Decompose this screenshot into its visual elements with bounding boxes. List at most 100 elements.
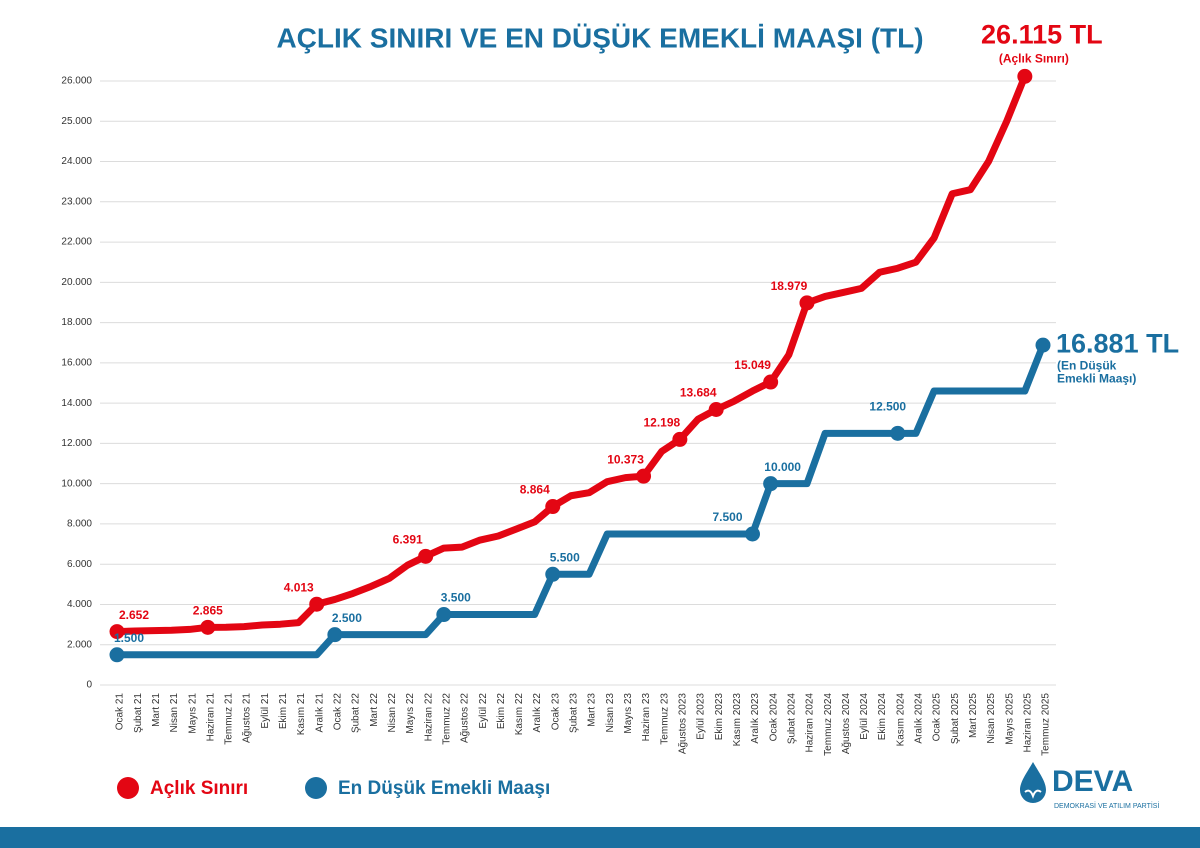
logo-subtitle: DEMOKRASİ VE ATILIM PARTİSİ (1054, 801, 1159, 810)
x-tick-label: Mayıs 21 (187, 693, 198, 734)
x-tick-label: Temmuz 2024 (823, 693, 834, 756)
x-tick-label: Eylül 2024 (859, 693, 870, 740)
y-tick-label: 20.000 (61, 277, 92, 288)
x-tick-label: Ekim 2023 (714, 693, 725, 741)
x-tick-label: Kasım 21 (296, 693, 307, 736)
legend-label: Açlık Sınırı (150, 778, 248, 799)
x-tick-label: Aralık 2024 (914, 693, 925, 744)
y-tick-label: 8.000 (67, 519, 92, 530)
annotation: (Açlık Sınırı) (999, 52, 1069, 66)
value-label: 2.500 (332, 611, 362, 625)
value-label: 15.049 (734, 358, 771, 372)
x-tick-label: Eylül 2023 (696, 693, 707, 740)
x-tick-label: Temmuz 23 (659, 693, 670, 745)
logo-leaf (1024, 789, 1042, 799)
value-label: 3.500 (441, 591, 471, 605)
value-label: 12.198 (644, 416, 681, 430)
x-tick-label: Mayıs 23 (623, 693, 634, 734)
x-tick-label: Haziran 23 (641, 693, 652, 742)
x-tick-label: Kasım 22 (514, 693, 525, 736)
plot: 0 2.000 4.000 6.000 8.000 10.000 12.000 14.000 1… (61, 19, 1179, 799)
x-tick-label: Ekim 2024 (877, 693, 888, 741)
legend-label: En Düşük Emekli Maaşı (338, 778, 550, 799)
x-tick-label: Şubat 22 (351, 693, 362, 733)
x-tick-label: Ocak 21 (115, 693, 126, 731)
data-point (109, 624, 125, 640)
x-tick-label: Eylül 21 (260, 693, 271, 729)
x-tick-label: Aralık 2023 (750, 693, 761, 744)
x-tick-label: Ocak 2025 (932, 693, 943, 742)
x-tick-label: Şubat 2025 (950, 693, 961, 745)
y-tick-label: 12.000 (61, 438, 92, 449)
x-tick-label: Mart 21 (151, 693, 162, 727)
value-label: 12.500 (869, 400, 906, 414)
logo-drop (1020, 762, 1046, 803)
value-label-main: 26.115 TL (981, 19, 1103, 49)
x-tick-label: Eylül 22 (478, 693, 489, 729)
y-tick-label: 25.000 (61, 116, 92, 127)
x-tick-label: Haziran 2025 (1022, 693, 1033, 753)
value-label: 18.979 (771, 279, 808, 293)
data-point (1017, 68, 1033, 84)
annotation: Emekli Maaşı) (1057, 371, 1136, 385)
data-point (545, 499, 561, 515)
data-point (744, 526, 760, 542)
x-tick-label: Nisan 2025 (986, 693, 997, 744)
legend-marker (305, 777, 327, 799)
x-tick-label: Şubat 2024 (786, 693, 797, 745)
value-label-main: 16.881 TL (1056, 328, 1179, 358)
data-point (418, 548, 434, 564)
y-tick-label: 6.000 (67, 559, 92, 570)
value-label: 1.500 (114, 631, 144, 645)
data-point (109, 647, 125, 663)
data-point (1035, 337, 1051, 353)
x-tick-label: Ağustos 21 (242, 693, 253, 743)
y-tick-label: 22.000 (61, 237, 92, 248)
x-tick-label: Temmuz 21 (224, 693, 235, 745)
y-tick-label: 0 (86, 680, 92, 691)
x-tick-label: Ekim 21 (278, 693, 289, 730)
x-tick-label: Ocak 2024 (768, 693, 779, 742)
x-tick-label: Mayıs 22 (405, 693, 416, 734)
y-tick-label: 23.000 (61, 196, 92, 207)
x-tick-label: Mayıs 2025 (1004, 693, 1015, 745)
logo-name: DEVA (1052, 765, 1133, 798)
y-tick-label: 16.000 (61, 358, 92, 369)
x-tick-label: Ağustos 22 (460, 693, 471, 743)
x-tick-label: Mart 23 (587, 693, 598, 727)
value-label: 2.865 (193, 603, 223, 617)
x-tick-label: Haziran 22 (423, 693, 434, 742)
value-label: 10.000 (764, 460, 801, 474)
data-point (672, 431, 688, 447)
x-tick-label: Ağustos 2024 (841, 693, 852, 755)
y-tick-label: 24.000 (61, 156, 92, 167)
x-tick-label: Temmuz 22 (441, 693, 452, 745)
x-tick-label: Ocak 23 (550, 693, 561, 731)
series-line (117, 343, 1047, 659)
data-point (545, 566, 561, 582)
x-tick-label: Haziran 2024 (805, 693, 816, 753)
y-tick-label: 10.000 (61, 478, 92, 489)
data-point (890, 425, 906, 441)
value-label: 5.500 (550, 550, 580, 564)
data-point (200, 619, 216, 635)
x-tick-label: Ağustos 2023 (678, 693, 689, 755)
data-point (708, 401, 724, 417)
x-tick-label: Şubat 21 (133, 693, 144, 733)
x-tick-label: Şubat 23 (569, 693, 580, 733)
x-tick-label: Nisan 22 (387, 693, 398, 733)
value-label: 10.373 (607, 452, 644, 466)
data-point (309, 596, 325, 612)
legend-marker (117, 777, 139, 799)
series-line (116, 75, 1029, 636)
y-tick-label: 26.000 (61, 76, 92, 87)
data-point (799, 295, 815, 311)
x-tick-label: Haziran 21 (205, 693, 216, 742)
value-label: 6.391 (393, 532, 423, 546)
data-point (763, 476, 779, 492)
x-tick-label: Ocak 22 (333, 693, 344, 731)
x-tick-label: Aralık 22 (532, 693, 543, 733)
y-tick-label: 18.000 (61, 317, 92, 328)
y-tick-label: 4.000 (67, 599, 92, 610)
chart-title: AÇLIK SINIRI VE EN DÜŞÜK EMEKLİ MAAŞI (T… (276, 22, 923, 53)
